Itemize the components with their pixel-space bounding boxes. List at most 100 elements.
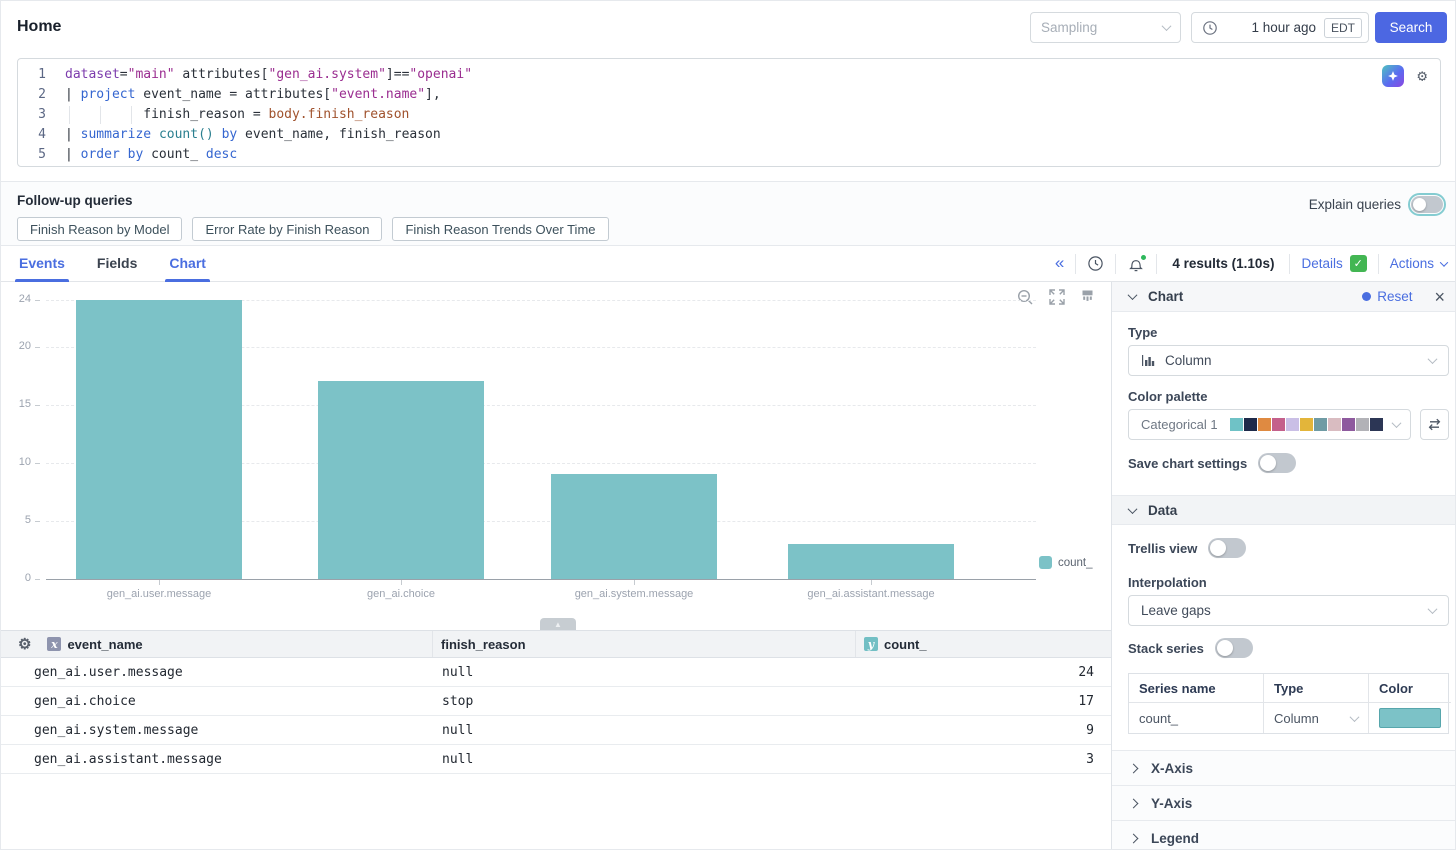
series-type-select[interactable]: Column xyxy=(1264,703,1369,733)
followup-query-button[interactable]: Error Rate by Finish Reason xyxy=(192,217,382,241)
section-y-axis[interactable]: Y-Axis xyxy=(1112,785,1456,820)
divider xyxy=(1289,254,1290,274)
app-window: Home Sampling 1 hour ago EDT Search 1dat… xyxy=(0,0,1456,850)
column-header-count_[interactable]: ycount_ xyxy=(856,631,1111,657)
cell-event-name: gen_ai.choice xyxy=(1,694,433,709)
alerts-bell-icon[interactable] xyxy=(1127,255,1145,273)
divider xyxy=(1378,254,1379,274)
time-range-value: 1 hour ago xyxy=(1251,20,1316,35)
collapse-panel-icon[interactable]: « xyxy=(1055,254,1064,271)
brush-icon[interactable] xyxy=(1080,289,1095,306)
results-table: ⚙xevent_namefinish_reasonycount_ gen_ai.… xyxy=(1,630,1111,774)
chart-bar[interactable] xyxy=(318,381,484,579)
y-tick-mark xyxy=(35,521,40,522)
section-legend[interactable]: Legend xyxy=(1112,820,1456,850)
indent-guide xyxy=(100,106,101,124)
code-line[interactable]: 1dataset="main" attributes["gen_ai.syste… xyxy=(18,65,1440,85)
close-icon[interactable]: × xyxy=(1434,288,1445,306)
x-axis-label: gen_ai.choice xyxy=(291,588,511,600)
table-settings-gear-icon[interactable]: ⚙ xyxy=(18,637,31,652)
dirty-dot-icon xyxy=(1362,292,1371,301)
history-clock-icon[interactable] xyxy=(1087,255,1104,272)
table-row[interactable]: gen_ai.user.messagenull24 xyxy=(1,658,1111,687)
followup-section: Follow-up queries Finish Reason by Model… xyxy=(1,181,1456,246)
followup-label: Follow-up queries xyxy=(17,193,133,208)
palette-swatch xyxy=(1272,418,1285,431)
time-range-picker[interactable]: 1 hour ago EDT xyxy=(1191,12,1369,43)
followup-query-button[interactable]: Finish Reason Trends Over Time xyxy=(392,217,608,241)
stack-series-toggle[interactable] xyxy=(1215,638,1253,658)
ai-assistant-icon[interactable] xyxy=(1382,65,1404,87)
chevron-down-icon xyxy=(1428,604,1438,614)
tab-fields[interactable]: Fields xyxy=(95,246,139,282)
save-chart-settings-toggle[interactable] xyxy=(1258,453,1296,473)
timezone-badge[interactable]: EDT xyxy=(1324,18,1362,38)
axis-badge-y: y xyxy=(864,637,878,651)
palette-swatch xyxy=(1342,418,1355,431)
series-color-swatch[interactable] xyxy=(1379,708,1441,728)
table-row[interactable]: gen_ai.choicestop17 xyxy=(1,687,1111,716)
details-link[interactable]: Details ✓ xyxy=(1301,255,1366,272)
code-line[interactable]: 4| summarize count() by event_name, fini… xyxy=(18,125,1440,145)
palette-select[interactable]: Categorical 1 xyxy=(1128,409,1411,440)
expand-icon[interactable] xyxy=(1049,289,1065,306)
sampling-select[interactable]: Sampling xyxy=(1030,12,1181,43)
table-row[interactable]: gen_ai.assistant.messagenull3 xyxy=(1,745,1111,774)
chart-section-header[interactable]: Chart Reset × xyxy=(1112,282,1456,312)
column-header-finish_reason[interactable]: finish_reason xyxy=(433,631,856,657)
chart-settings-panel: Chart Reset × Type Column Color palette xyxy=(1111,282,1456,849)
code-line[interactable]: 5| order by count_ desc xyxy=(18,145,1440,165)
table-row[interactable]: gen_ai.system.messagenull9 xyxy=(1,716,1111,745)
details-checkbox[interactable]: ✓ xyxy=(1350,255,1367,272)
chevron-down-icon xyxy=(1392,418,1402,428)
series-color-cell xyxy=(1369,703,1451,733)
column-label: finish_reason xyxy=(441,637,526,652)
cell-finish-reason: stop xyxy=(433,694,856,709)
axis-badge-x: x xyxy=(47,637,61,651)
cell-count: 3 xyxy=(856,752,1111,767)
trellis-view-toggle[interactable] xyxy=(1208,538,1246,558)
code-text: dataset="main" attributes["gen_ai.system… xyxy=(46,65,1440,85)
y-tick-mark xyxy=(35,347,40,348)
explain-queries-toggle[interactable] xyxy=(1411,196,1443,213)
zoom-out-icon[interactable] xyxy=(1017,289,1034,306)
y-tick-label: 15 xyxy=(1,398,31,410)
chart-legend[interactable]: count_ xyxy=(1039,556,1093,569)
actions-menu[interactable]: Actions xyxy=(1390,256,1447,271)
column-header-event_name[interactable]: ⚙xevent_name xyxy=(1,631,433,657)
palette-swatch xyxy=(1356,418,1369,431)
code-line[interactable]: 2| project event_name = attributes["even… xyxy=(18,85,1440,105)
line-number: 1 xyxy=(18,65,46,85)
palette-swatch xyxy=(1258,418,1271,431)
divider xyxy=(1115,254,1116,274)
tab-chart[interactable]: Chart xyxy=(167,246,208,282)
chart-bar[interactable] xyxy=(788,544,954,579)
x-axis-label: gen_ai.user.message xyxy=(49,588,269,600)
chart-bar[interactable] xyxy=(76,300,242,579)
chart-type-select[interactable]: Column xyxy=(1128,345,1449,376)
divider xyxy=(1075,254,1076,274)
y-tick-label: 24 xyxy=(1,293,31,305)
cell-finish-reason: null xyxy=(433,723,856,738)
tab-events[interactable]: Events xyxy=(17,246,67,282)
query-editor[interactable]: 1dataset="main" attributes["gen_ai.syste… xyxy=(17,58,1441,167)
data-section-header[interactable]: Data xyxy=(1112,495,1456,525)
data-section-title: Data xyxy=(1148,503,1177,518)
section-x-axis[interactable]: X-Axis xyxy=(1112,750,1456,785)
swap-colors-button[interactable] xyxy=(1420,409,1449,440)
code-text: | project event_name = attributes["event… xyxy=(46,85,1440,105)
reset-button[interactable]: Reset xyxy=(1362,289,1412,304)
chart-type-value: Column xyxy=(1165,353,1212,368)
code-line[interactable]: 3 finish_reason = body.finish_reason xyxy=(18,105,1440,125)
editor-settings-gear-icon[interactable]: ⚙ xyxy=(1417,68,1427,84)
interpolation-value: Leave gaps xyxy=(1141,603,1211,618)
indent-guide xyxy=(69,106,70,124)
search-button[interactable]: Search xyxy=(1375,12,1447,43)
y-tick-label: 0 xyxy=(1,572,31,584)
collapse-table-handle[interactable]: ▲ xyxy=(540,618,576,630)
followup-query-button[interactable]: Finish Reason by Model xyxy=(17,217,182,241)
chart-bar[interactable] xyxy=(551,474,717,579)
bar-chart: 0510152024gen_ai.user.messagegen_ai.choi… xyxy=(1,284,1111,616)
interpolation-select[interactable]: Leave gaps xyxy=(1128,595,1449,626)
clock-icon xyxy=(1202,20,1218,36)
